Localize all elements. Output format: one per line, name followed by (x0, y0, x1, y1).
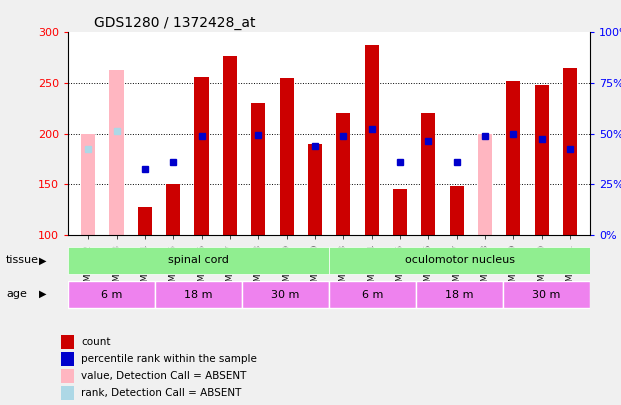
Bar (329, 281, 416, 308)
Text: 18 m: 18 m (184, 290, 213, 300)
Text: percentile rank within the sample: percentile rank within the sample (81, 354, 257, 364)
Text: 6 m: 6 m (362, 290, 383, 300)
Bar (329, 247, 590, 274)
Text: 6 m: 6 m (101, 290, 122, 300)
Bar (109, 70, 124, 235)
Bar (563, 68, 577, 235)
Text: spinal cord: spinal cord (168, 255, 229, 265)
Bar (308, 144, 322, 235)
Bar (61, 369, 74, 383)
Bar (421, 113, 435, 235)
Bar (393, 189, 407, 235)
Text: 30 m: 30 m (271, 290, 300, 300)
Bar (279, 78, 294, 235)
Text: oculomotor nucleus: oculomotor nucleus (404, 255, 515, 265)
Text: GDS1280 / 1372428_at: GDS1280 / 1372428_at (94, 16, 256, 30)
Bar (138, 207, 152, 235)
Bar (81, 134, 95, 235)
Bar (365, 45, 379, 235)
Bar (416, 281, 503, 308)
Text: count: count (81, 337, 111, 347)
Text: value, Detection Call = ABSENT: value, Detection Call = ABSENT (81, 371, 247, 381)
Bar (535, 85, 549, 235)
Bar (478, 134, 492, 235)
Text: 18 m: 18 m (445, 290, 474, 300)
Text: ▶: ▶ (39, 256, 47, 265)
Bar (223, 56, 237, 235)
Bar (68, 247, 329, 274)
Bar (166, 184, 180, 235)
Bar (155, 281, 242, 308)
Bar (242, 281, 329, 308)
Bar (194, 77, 209, 235)
Bar (61, 386, 74, 400)
Bar (506, 81, 520, 235)
Text: ▶: ▶ (39, 289, 47, 298)
Bar (61, 352, 74, 366)
Bar (61, 335, 74, 349)
Bar (503, 281, 590, 308)
Bar (336, 113, 350, 235)
Text: age: age (6, 289, 27, 298)
Text: tissue: tissue (6, 256, 39, 265)
Text: 30 m: 30 m (532, 290, 561, 300)
Bar (450, 186, 464, 235)
Bar (68, 281, 155, 308)
Text: rank, Detection Call = ABSENT: rank, Detection Call = ABSENT (81, 388, 242, 398)
Bar (251, 103, 265, 235)
